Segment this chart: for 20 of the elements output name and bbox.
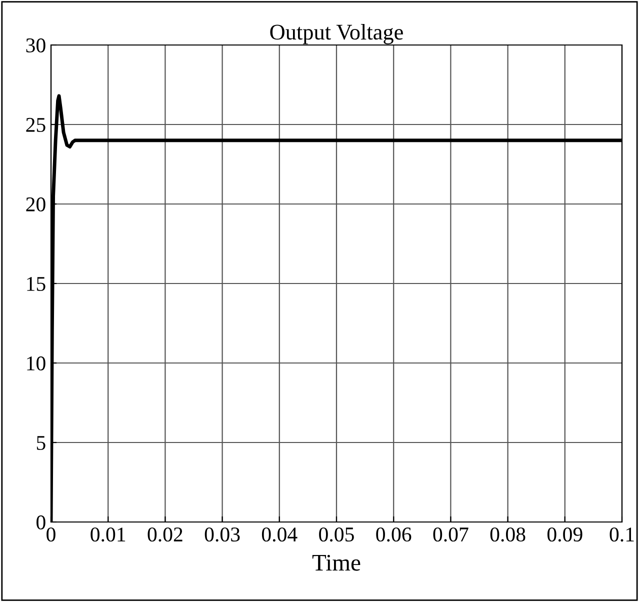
x-tick-label: 0.1 [610, 527, 634, 542]
x-tick-label: 0.01 [90, 527, 126, 542]
x-tick-label: 0.03 [204, 527, 240, 542]
x-tick-label: 0.08 [490, 527, 526, 542]
chart-title: Output Voltage [270, 24, 403, 44]
x-tick-label: 0.04 [262, 527, 298, 542]
y-tick-label: 0 [36, 515, 46, 530]
x-tick-label: 0.07 [433, 527, 468, 542]
x-tick-label: 0.02 [148, 527, 182, 542]
x-tick-label: 0.09 [547, 527, 582, 542]
x-tick-label: 0.05 [319, 527, 354, 542]
x-axis-title: Time [312, 554, 360, 571]
y-tick-label: 25 [26, 118, 46, 132]
y-tick-label: 30 [26, 38, 46, 52]
y-tick-label: 5 [36, 436, 46, 450]
y-tick-label: 15 [27, 276, 46, 291]
x-tick-label: 0 [46, 527, 56, 542]
y-tick-label: 20 [26, 197, 46, 212]
y-tick-label: 10 [27, 356, 46, 370]
x-tick-label: 0.06 [376, 527, 412, 542]
